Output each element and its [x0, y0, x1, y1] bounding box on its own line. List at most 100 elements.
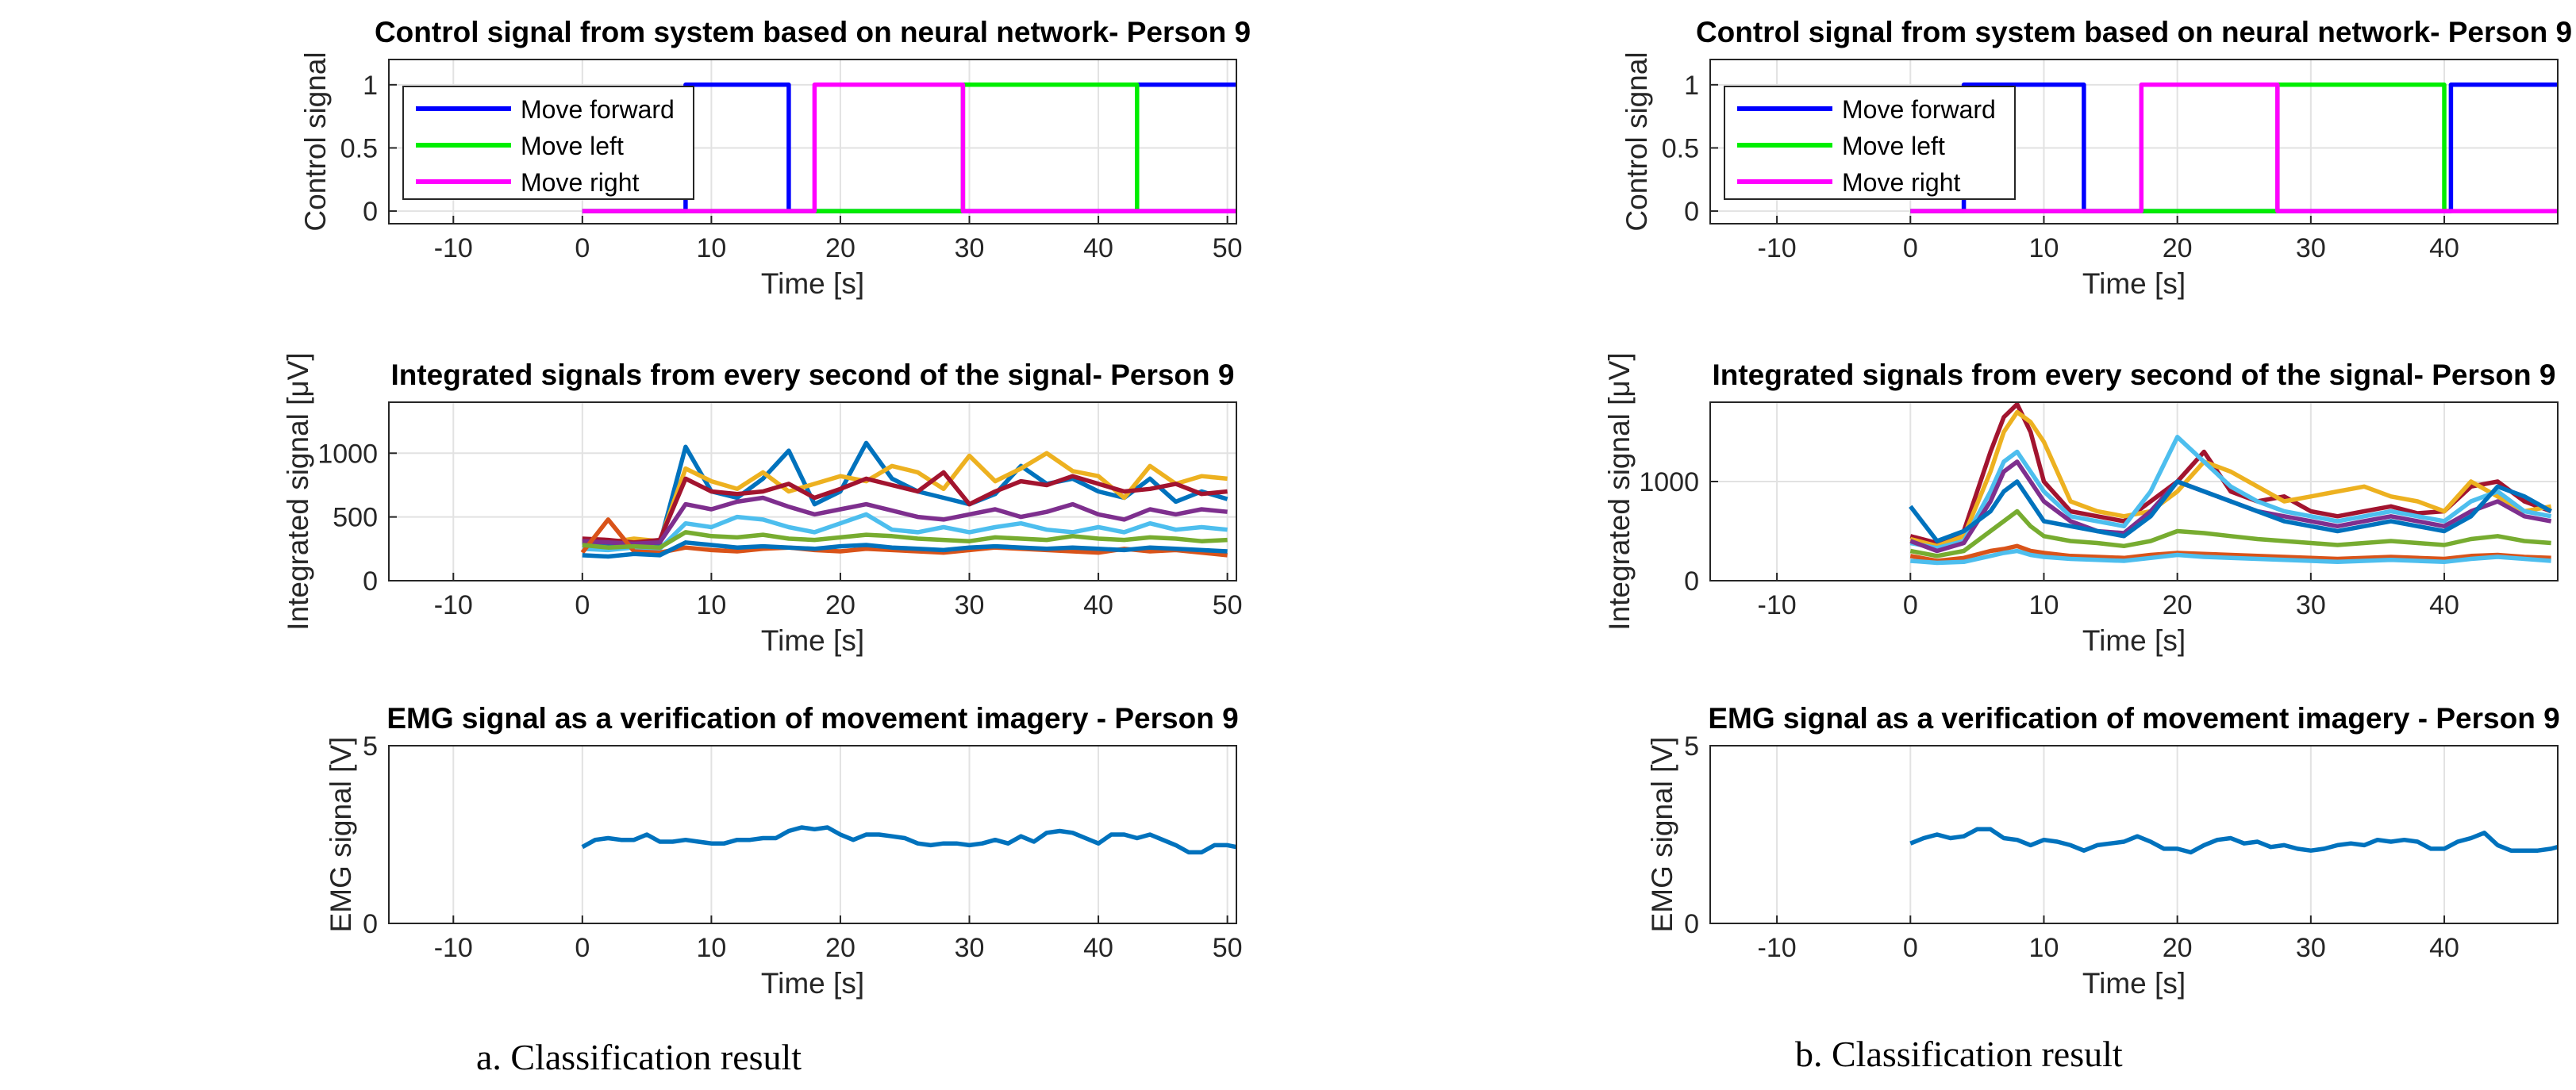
x-tick-label: 50 [1213, 233, 1243, 263]
x-tick-label: 0 [575, 233, 590, 263]
x-tick-label: 20 [2163, 933, 2193, 963]
x-tick-label: 20 [825, 933, 855, 963]
axes-box [1709, 401, 2559, 581]
y-tick-label: 0 [363, 909, 378, 939]
series-line-ch2 [582, 451, 1228, 545]
series-line-emg [1909, 827, 2558, 855]
x-tick-label: 0 [1903, 233, 1918, 263]
chart-b-3: -10 0 10 20 30 40 0 5 EMG signal as a verificati… [1646, 702, 2560, 1000]
y-tick-label: 0 [1684, 566, 1699, 597]
axes-box [1709, 745, 2559, 924]
series-line-emg [581, 825, 1236, 855]
x-tick-label: 30 [2296, 590, 2326, 620]
x-tick-label: 10 [696, 933, 726, 963]
x-tick-label: 50 [1213, 590, 1243, 620]
y-tick-label: 1000 [317, 439, 378, 469]
y-tick-label: 0 [1684, 197, 1699, 227]
y-tick-label: 1000 [1639, 467, 1699, 497]
x-tick-label: -10 [1758, 233, 1797, 263]
chart-b-2: -10 0 10 20 30 40 0 1000 Integrated signals from… [1603, 352, 2559, 657]
y-tick-label: 0 [363, 566, 378, 597]
chart-title: Integrated signals from every second of … [390, 359, 1234, 391]
series-line-move-right [582, 83, 1236, 213]
x-axis-label: Time [s] [2082, 967, 2186, 1000]
x-tick-label: 20 [825, 233, 855, 263]
x-axis-label: Time [s] [761, 967, 864, 1000]
x-axis-label: Time [s] [2082, 267, 2186, 300]
x-tick-label: 0 [575, 590, 590, 620]
x-tick-label: 20 [2163, 590, 2193, 620]
x-tick-label: 40 [2429, 590, 2459, 620]
caption-a: a. Classification result [476, 1037, 802, 1077]
series-line-ch5 [582, 512, 1228, 553]
x-tick-label: -10 [434, 590, 473, 620]
x-tick-label: -10 [1758, 590, 1797, 620]
y-axis-label: Control signal [299, 52, 332, 231]
y-tick-label: 0 [1684, 909, 1699, 939]
x-tick-label: 50 [1213, 933, 1243, 963]
x-tick-label: 20 [2163, 233, 2193, 263]
chart-title: EMG signal as a verification of movement… [386, 702, 1238, 735]
x-tick-label: 20 [825, 590, 855, 620]
axes-box [388, 59, 1237, 225]
series-group [580, 440, 1228, 559]
legend: Move forward Move left Move right [402, 86, 694, 200]
axes-box [1709, 59, 2559, 225]
x-tick-label: 40 [2429, 233, 2459, 263]
y-tick-label: 0.5 [340, 133, 378, 163]
series-group [1909, 401, 2552, 566]
y-tick-label: 5 [1684, 731, 1699, 762]
legend-label-forward: Move forward [521, 95, 675, 124]
series-line-ch8 [1910, 548, 2551, 566]
legend: Move forward Move left Move right [1724, 86, 2016, 200]
chart-title: Integrated signals from every second of … [1712, 359, 2555, 391]
x-tick-label: 10 [2029, 933, 2059, 963]
x-tick-label: 10 [696, 233, 726, 263]
y-tick-label: 1 [363, 71, 378, 101]
series-line-ch7 [1909, 543, 2551, 563]
series-line-move-right [1910, 83, 2558, 213]
legend-label-right: Move right [1842, 168, 1961, 197]
x-tick-label: 40 [1083, 933, 1113, 963]
caption-b: b. Classification result [1795, 1034, 2123, 1074]
x-tick-label: -10 [434, 933, 473, 963]
series-line-ch6 [1909, 509, 2551, 558]
plot-area [1710, 402, 2558, 581]
x-tick-label: 0 [1903, 933, 1918, 963]
x-tick-label: 0 [1903, 590, 1918, 620]
x-axis-label: Time [s] [761, 267, 864, 300]
y-tick-label: 0.5 [1662, 133, 1699, 163]
series-line-ch5 [1909, 479, 2552, 543]
x-tick-label: 40 [1083, 233, 1113, 263]
axes-box [388, 401, 1237, 581]
x-tick-label: 40 [2429, 933, 2459, 963]
y-axis-label: Integrated signal [μV] [282, 352, 314, 630]
x-tick-label: 30 [955, 233, 985, 263]
plot-area [1710, 746, 2558, 923]
x-tick-label: 10 [696, 590, 726, 620]
chart-title: Control signal from system based on neur… [375, 16, 1251, 48]
series-group [1909, 827, 2558, 855]
y-tick-label: 0 [363, 197, 378, 227]
chart-title: EMG signal as a verification of movement… [1708, 702, 2559, 735]
x-tick-label: 40 [1083, 590, 1113, 620]
series-group [582, 83, 1236, 213]
x-tick-label: 30 [955, 590, 985, 620]
series-line-ch3 [582, 470, 1228, 545]
y-tick-label: 1 [1684, 71, 1699, 101]
y-tick-label: 5 [363, 731, 378, 762]
x-tick-label: -10 [434, 233, 473, 263]
y-axis-label: Control signal [1621, 52, 1653, 231]
legend-label-left: Move left [521, 132, 624, 160]
x-tick-label: 30 [955, 933, 985, 963]
y-axis-label: EMG signal [V] [1646, 737, 1678, 933]
series-line-ch7 [582, 530, 1228, 550]
x-tick-label: 30 [2296, 933, 2326, 963]
x-tick-label: 10 [2029, 233, 2059, 263]
chart-title: Control signal from system based on neur… [1696, 16, 2572, 48]
legend-label-left: Move left [1842, 132, 1945, 160]
x-tick-label: -10 [1758, 933, 1797, 963]
plot-area [389, 402, 1236, 581]
